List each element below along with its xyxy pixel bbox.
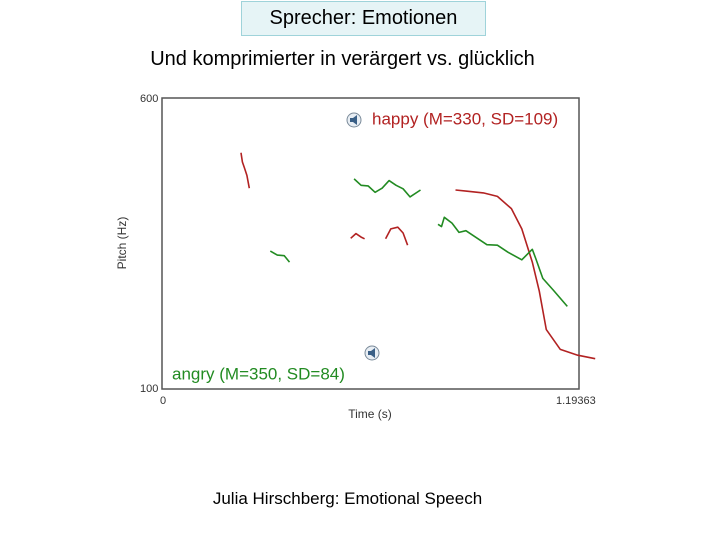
y-axis-label: Pitch (Hz) — [115, 217, 129, 270]
y-tick-label-max: 600 — [140, 93, 158, 105]
speaker-icon[interactable] — [346, 112, 362, 128]
plot-frame — [161, 97, 580, 390]
series-happy-contour-1 — [350, 232, 365, 240]
series-layer — [240, 152, 596, 360]
speaker-icon[interactable] — [364, 345, 380, 361]
x-tick-label-max: 1.19363 — [556, 395, 596, 407]
series-happy-contour-2 — [384, 226, 409, 246]
slide-footer: Julia Hirschberg: Emotional Speech — [212, 489, 483, 508]
legend-happy: happy (M=330, SD=109) — [346, 109, 558, 128]
legend-angry: angry (M=350, SD=84) — [172, 345, 380, 383]
series-happy-contour-3 — [455, 189, 596, 360]
legend-angry-label: angry (M=350, SD=84) — [172, 364, 345, 383]
x-tick-label-min: 0 — [160, 395, 166, 407]
y-tick-label-min: 100 — [140, 383, 158, 395]
series-angry-contour-2 — [437, 216, 568, 307]
slide-title: Sprecher: Emotionen — [241, 1, 486, 36]
series-happy-contour-0 — [240, 152, 251, 189]
series-angry-contour-0 — [353, 178, 421, 198]
x-axis-label: Time (s) — [348, 407, 392, 421]
slide-subtitle: Und komprimierter in verärgert vs. glück… — [150, 48, 535, 70]
legend-happy-label: happy (M=330, SD=109) — [372, 109, 558, 128]
series-angry-contour-1 — [269, 250, 291, 263]
